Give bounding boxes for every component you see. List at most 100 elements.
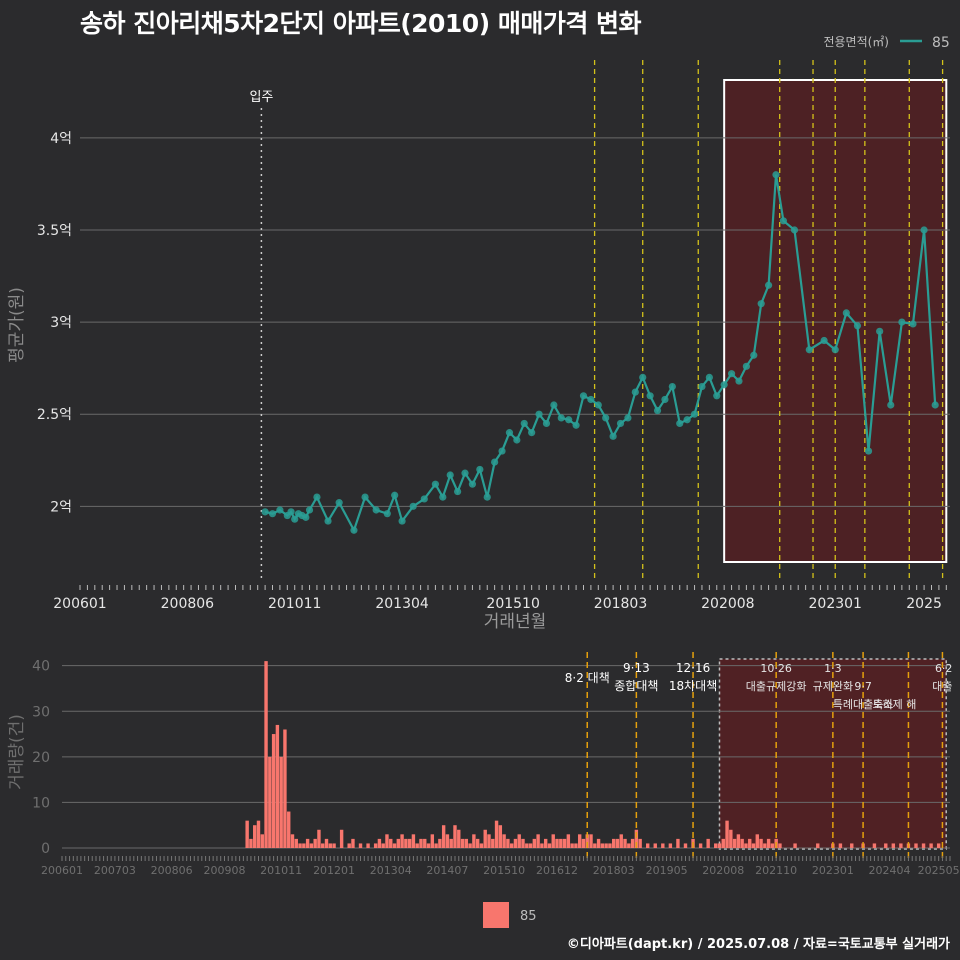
price-point: [565, 416, 573, 424]
volume-bar: [751, 843, 756, 848]
volume-bar: [283, 729, 287, 848]
volume-bar: [551, 834, 555, 848]
volume-bar: [838, 843, 843, 848]
price-point: [350, 526, 358, 534]
price-point: [491, 458, 499, 466]
volume-y-tick-label: 20: [32, 750, 50, 766]
volume-bar: [559, 838, 563, 848]
volume-bar: [502, 834, 506, 848]
volume-bar: [441, 825, 446, 848]
price-point: [572, 421, 580, 429]
price-point: [268, 510, 277, 518]
x-tick-label: 200806: [161, 596, 215, 612]
volume-bar: [725, 820, 729, 848]
volume-bar: [740, 838, 744, 848]
price-chart: 2억 2.5억 3억 3.5억 4억 입주 200601 200806 201011 201304…: [7, 35, 950, 632]
volume-chart: 0 10 20 30 40 8·2 대책 9·13 종합대책 12·16 18차대책 10·26 대출…: [7, 652, 960, 928]
volume-bar: [491, 838, 495, 848]
price-point: [779, 217, 788, 225]
price-point: [713, 392, 721, 400]
volume-y-tick-label: 10: [32, 795, 50, 811]
volume-bar: [475, 838, 480, 848]
volume-bar: [426, 843, 431, 848]
volume-bar: [698, 843, 703, 848]
price-point: [616, 419, 625, 428]
price-point: [313, 493, 321, 501]
x-tick-label: 201011: [268, 596, 321, 612]
price-point: [631, 388, 639, 396]
price-point: [853, 322, 862, 330]
volume-bar: [415, 843, 419, 848]
volume-x-tick-label: 202505: [918, 864, 960, 877]
volume-bar: [872, 843, 877, 848]
x-tick-label: 201803: [594, 596, 647, 612]
price-point: [805, 346, 813, 354]
volume-bar: [324, 838, 329, 848]
volume-bar: [366, 843, 370, 848]
policy-label: 종합대책: [614, 678, 658, 693]
price-point: [864, 447, 873, 455]
volume-bar: [721, 838, 725, 848]
volume-x-tick-label: 202008: [702, 864, 744, 877]
price-point: [372, 506, 380, 514]
volume-bar: [581, 838, 586, 848]
price-point: [898, 318, 906, 326]
volume-bar: [468, 843, 472, 848]
volume-x-tick-label: 200806: [151, 864, 193, 877]
price-point: [602, 414, 610, 422]
volume-legend-swatch: [483, 902, 509, 928]
volume-x-tick-label: 201011: [260, 864, 302, 877]
price-point: [831, 346, 839, 354]
volume-bar: [313, 838, 317, 848]
policy-label: 대출규제강화: [746, 680, 807, 693]
price-point: [409, 502, 417, 510]
volume-bar: [479, 843, 484, 848]
volume-bar: [936, 843, 941, 848]
volume-bar: [517, 834, 521, 848]
x-axis-title: 거래년월: [484, 612, 547, 632]
volume-bar: [521, 838, 525, 848]
x-tick-label: 201304: [375, 596, 429, 612]
volume-bar: [611, 838, 616, 848]
volume-bar: [264, 661, 268, 848]
volume-bar: [498, 825, 503, 848]
x-tick-label: 201510: [486, 596, 539, 612]
x-tick-label: 2025: [906, 596, 942, 612]
volume-bar: [347, 843, 351, 848]
footer-credit: ©디아파트(dapt.kr) / 2025.07.08 / 자료=국토교통부 실…: [566, 937, 950, 952]
price-point: [661, 395, 669, 404]
price-point: [931, 401, 939, 409]
price-point: [398, 517, 406, 525]
volume-bar: [706, 838, 710, 848]
volume-bar: [298, 843, 302, 848]
volume-bar: [899, 843, 903, 848]
x-tick-label: 200601: [53, 596, 106, 612]
volume-bar: [351, 838, 355, 848]
price-point: [639, 373, 647, 381]
volume-bar: [290, 834, 295, 848]
policy-label: 10·26: [760, 662, 792, 675]
policy-label: 18차대책: [669, 678, 717, 693]
volume-bar: [245, 820, 249, 848]
volume-bar: [634, 829, 639, 848]
volume-bar: [623, 838, 627, 848]
price-point: [468, 480, 477, 488]
price-point: [609, 432, 617, 440]
volume-bar: [396, 838, 401, 848]
volume-bar: [506, 838, 510, 848]
price-point: [261, 508, 269, 516]
volume-x-tick-label: 200703: [94, 864, 136, 877]
volume-x-tick-label: 202404: [869, 864, 911, 877]
volume-x-tick-label: 201304: [370, 864, 412, 877]
volume-bar: [404, 838, 408, 848]
price-point: [594, 401, 602, 409]
volume-bar: [528, 843, 533, 848]
volume-y-tick-label: 40: [32, 659, 50, 675]
price-point: [528, 429, 536, 437]
volume-bar: [279, 756, 283, 848]
volume-bar: [661, 843, 665, 848]
volume-bar: [434, 843, 438, 848]
volume-bar: [249, 838, 253, 848]
price-point: [772, 171, 780, 179]
